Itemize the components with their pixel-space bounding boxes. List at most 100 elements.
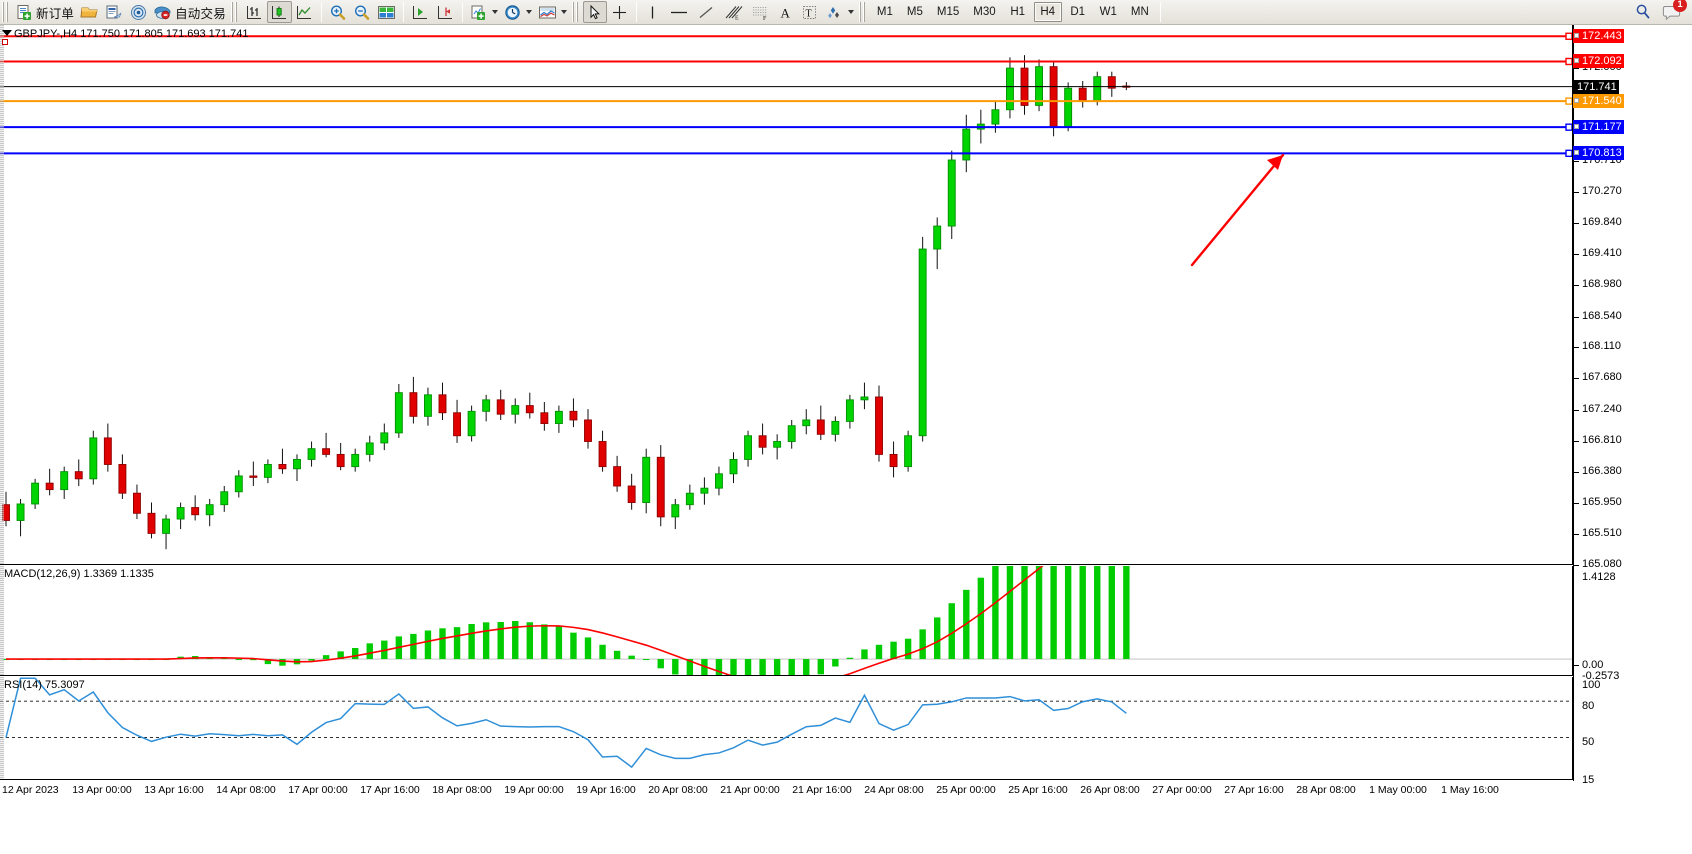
chart-anchor-handle[interactable] — [2, 39, 8, 45]
rsi-pane[interactable]: RSI(14) 75.3097 — [0, 677, 1573, 780]
data-window-button[interactable] — [374, 1, 399, 23]
text-label-button[interactable]: T — [798, 1, 822, 23]
text-button[interactable]: A — [774, 1, 798, 23]
timeframe-m30[interactable]: M30 — [973, 6, 996, 18]
period-button[interactable] — [501, 1, 535, 23]
line-chart-button[interactable] — [292, 1, 317, 23]
time-axis-label: 21 Apr 00:00 — [720, 784, 780, 796]
rsi-axis-label: 80 — [1582, 700, 1595, 712]
toolbar-grip-1[interactable] — [2, 2, 10, 22]
crosshair-button[interactable] — [607, 1, 632, 23]
time-axis[interactable]: 12 Apr 2023 13 Apr 00:00 13 Apr 16:00 14 Ap… — [0, 781, 1573, 801]
take-profit-line-2-label[interactable]: 172.092 — [1573, 54, 1624, 69]
indicators-button[interactable] — [535, 1, 570, 23]
timeframe-h4[interactable]: H4 — [1033, 2, 1062, 22]
price-candles-svg — [0, 32, 1572, 550]
timeframe-mn[interactable]: MN — [1130, 6, 1149, 18]
level-value: 172.443 — [1582, 30, 1622, 43]
time-axis-label: 17 Apr 16:00 — [360, 784, 420, 796]
equidistant-channel-icon: E — [722, 4, 744, 21]
objects-caret-icon[interactable] — [847, 10, 854, 14]
price-tick-mark — [1574, 68, 1579, 70]
candlestick-chart-button[interactable] — [266, 1, 292, 23]
objects-button[interactable] — [822, 1, 857, 23]
indicators-caret-icon[interactable] — [560, 10, 567, 14]
zoom-out-button[interactable] — [350, 1, 374, 23]
autoscroll-icon — [436, 4, 455, 21]
toolbar-grip-3[interactable] — [571, 2, 580, 22]
alerts-icon[interactable]: 1 — [1662, 0, 1687, 21]
zoom-in-icon — [329, 4, 347, 21]
trendline-button[interactable] — [693, 1, 719, 23]
horizontal-line-button[interactable] — [665, 1, 693, 23]
timeframe-m1[interactable]: M1 — [876, 6, 893, 18]
chart-collapse-icon[interactable] — [2, 30, 12, 36]
publish-button[interactable] — [102, 1, 126, 23]
fibonacci-button[interactable]: F — [747, 1, 774, 23]
autotrading-button[interactable]: 自动交易 — [150, 1, 229, 23]
level-drag-handle[interactable] — [1574, 98, 1579, 104]
broadcast-icon — [130, 4, 147, 21]
level-value: 171.177 — [1582, 121, 1622, 134]
new-chart-caret-icon[interactable] — [491, 10, 498, 14]
price-pane-grip[interactable] — [0, 25, 4, 564]
timeframe-group: M1 M5 M15 M30 H1 H4 D1 W1 MN — [870, 2, 1156, 22]
time-axis-label: 26 Apr 08:00 — [1080, 784, 1140, 796]
price-tick-mark — [1574, 316, 1579, 318]
price-tick-label: 168.980 — [1582, 277, 1622, 290]
zoom-in-button[interactable] — [326, 1, 350, 23]
timeframe-d1[interactable]: D1 — [1070, 6, 1086, 18]
main-toolbar: 新订单 — [0, 0, 1692, 25]
price-tick-mark — [1574, 160, 1579, 162]
timeframe-m15[interactable]: M15 — [936, 6, 960, 18]
chart-area: GBPJPY-,H4 171.750 171.805 171.693 171.7… — [0, 25, 1692, 854]
current-price-line-label[interactable]: 171.741 — [1573, 79, 1619, 94]
toolbar-grip-4[interactable] — [858, 2, 867, 22]
macd-pane[interactable]: MACD(12,26,9) 1.3369 1.1335 — [0, 566, 1573, 676]
toolbar-separator-1 — [320, 2, 322, 22]
crosshair-icon — [610, 4, 629, 21]
price-tick-mark — [1574, 440, 1579, 442]
timeframe-h1[interactable]: H1 — [1010, 6, 1026, 18]
shift-end-button[interactable] — [408, 1, 433, 23]
trendline-icon — [696, 4, 716, 21]
level-drag-handle[interactable] — [1574, 33, 1579, 39]
autotrading-label: 自动交易 — [175, 6, 226, 21]
timeframe-w1[interactable]: W1 — [1099, 6, 1117, 18]
rsi-label: RSI(14) 75.3097 — [4, 679, 85, 691]
period-caret-icon[interactable] — [525, 10, 532, 14]
vertical-line-button[interactable] — [641, 1, 665, 23]
toolbar-grip-2[interactable] — [230, 2, 239, 22]
cursor-button[interactable] — [582, 1, 607, 23]
price-axis[interactable]: 172.000170.710170.270169.840169.410168.9… — [1573, 25, 1692, 786]
toolbar-right-group: 1 — [1634, 0, 1692, 21]
stop-loss-line-1-label[interactable]: 171.177 — [1573, 120, 1624, 135]
take-profit-line-1-label[interactable]: 172.443 — [1573, 29, 1624, 44]
period-icon — [504, 4, 522, 21]
folder-button[interactable] — [77, 1, 102, 23]
macd-pane-grip[interactable] — [0, 566, 4, 675]
bar-chart-button[interactable] — [242, 1, 267, 23]
autoscroll-button[interactable] — [433, 1, 458, 23]
stop-loss-line-2-label[interactable]: 170.813 — [1573, 146, 1624, 161]
time-axis-label: 27 Apr 00:00 — [1152, 784, 1212, 796]
equidistant-channel-button[interactable]: E — [719, 1, 747, 23]
level-drag-handle[interactable] — [1574, 150, 1579, 156]
broadcast-button[interactable] — [126, 1, 150, 23]
entry-price-line-label[interactable]: 171.540 — [1573, 94, 1624, 109]
toolbar-separator-4 — [635, 2, 637, 22]
rsi-pane-grip[interactable] — [0, 677, 4, 779]
level-drag-handle[interactable] — [1574, 58, 1579, 64]
new-order-button[interactable]: 新订单 — [13, 1, 77, 23]
price-tick-mark — [1574, 534, 1579, 536]
indicators-icon — [538, 4, 557, 21]
timeframe-m5[interactable]: M5 — [906, 6, 923, 18]
level-drag-handle[interactable] — [1574, 124, 1579, 130]
rsi-axis-label: 50 — [1582, 736, 1595, 748]
svg-text:A: A — [781, 5, 791, 20]
price-tick-label: 169.840 — [1582, 216, 1622, 229]
price-chart-pane[interactable]: GBPJPY-,H4 171.750 171.805 171.693 171.7… — [0, 25, 1573, 565]
symbol-ohlc-label: GBPJPY-,H4 171.750 171.805 171.693 171.7… — [14, 28, 249, 40]
new-chart-button[interactable] — [467, 1, 501, 23]
search-icon[interactable] — [1634, 3, 1652, 21]
